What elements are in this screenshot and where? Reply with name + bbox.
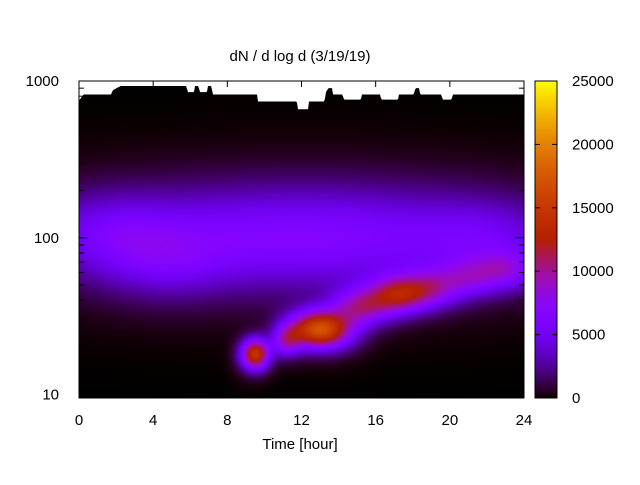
x-tick-label: 12: [293, 412, 310, 429]
colorbar-frame: [534, 80, 558, 399]
heatmap-image: [79, 81, 524, 398]
colorbar-tick-label: 20000: [572, 136, 614, 153]
colorbar-tick-label: 10000: [572, 263, 614, 280]
colorbar-tick-label: 25000: [572, 73, 614, 90]
y-tick-label: 100: [34, 230, 59, 247]
y-tick-label: 10: [42, 387, 59, 404]
x-tick-label: 4: [149, 412, 157, 429]
x-tick-label: 24: [516, 412, 533, 429]
x-axis-label: Time [hour]: [262, 436, 337, 453]
y-tick-label: 1000: [26, 73, 59, 90]
chart-title: dN / d log d (3/19/19): [230, 48, 371, 65]
x-tick-label: 0: [75, 412, 83, 429]
colorbar-gradient: [535, 81, 557, 398]
x-tick-label: 8: [223, 412, 231, 429]
colorbar-tick-label: 5000: [572, 327, 605, 344]
colorbar-tick-label: 0: [572, 390, 580, 407]
x-tick-label: 16: [367, 412, 384, 429]
x-tick-label: 20: [441, 412, 458, 429]
colorbar-tick-label: 15000: [572, 200, 614, 217]
heatmap-upper-mask: [79, 81, 524, 110]
